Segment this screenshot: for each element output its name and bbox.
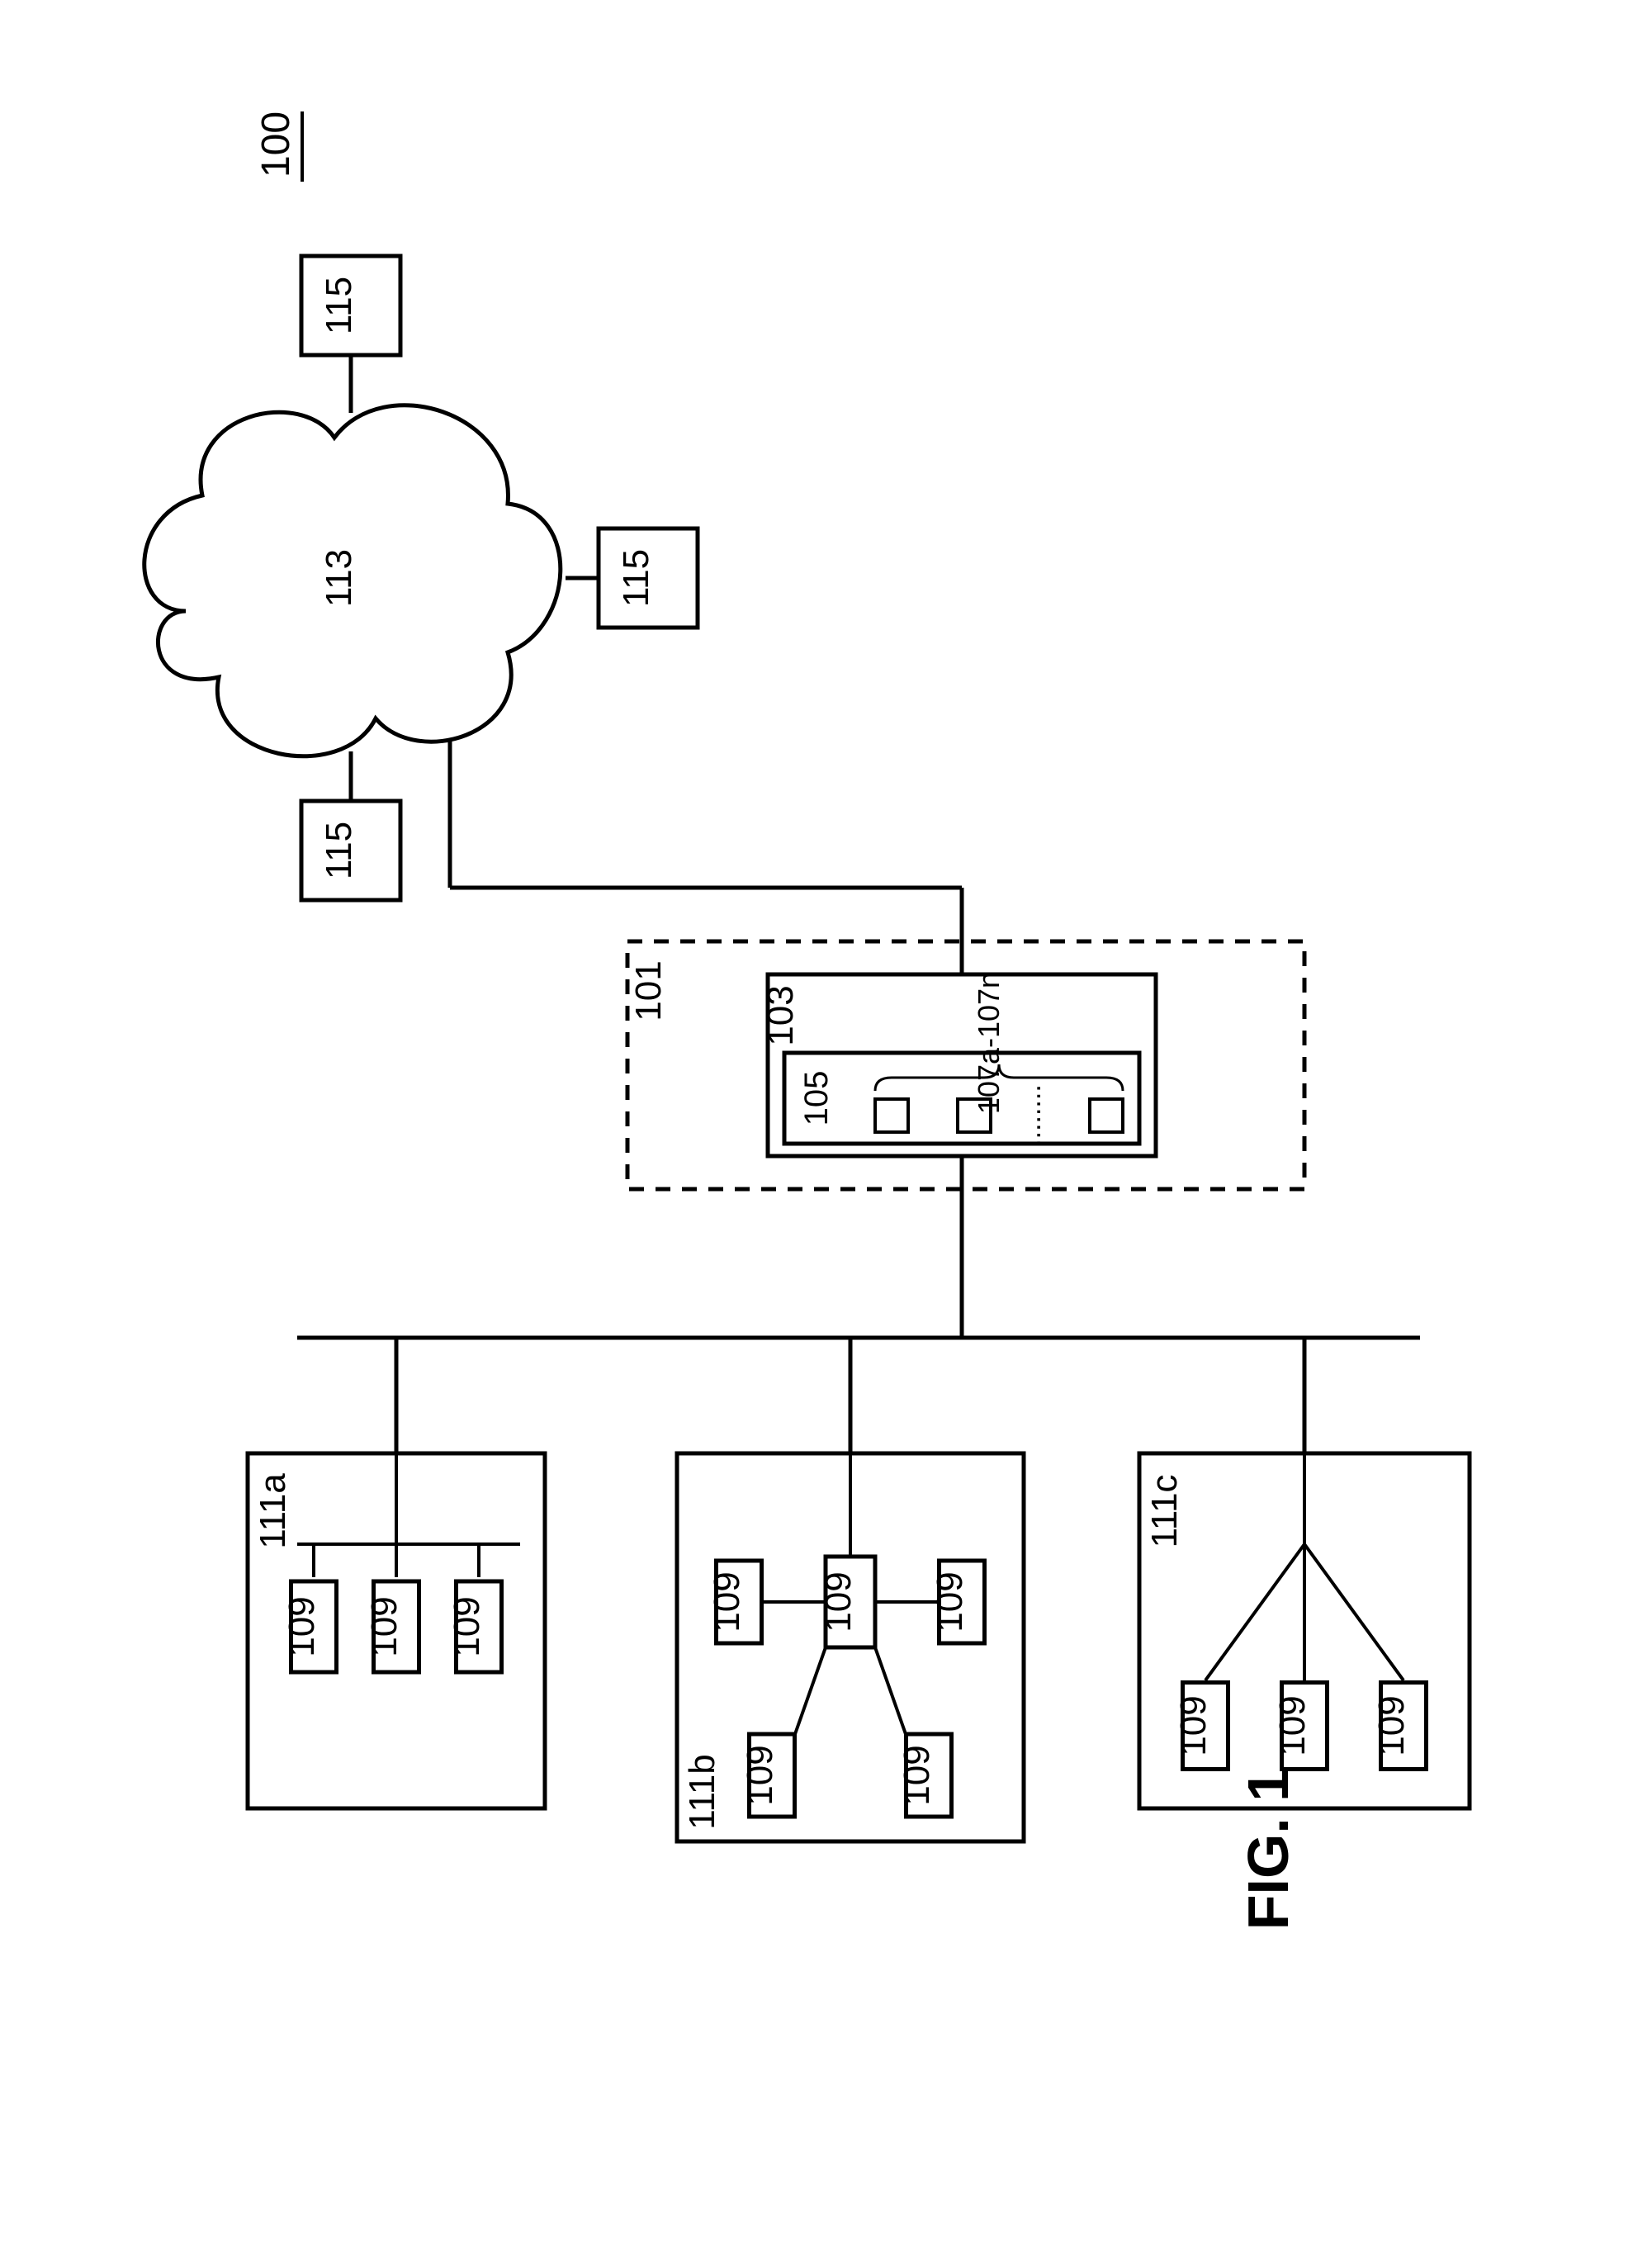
- port-0: [875, 1099, 908, 1132]
- label-111a: 111a: [253, 1473, 293, 1549]
- box-115-c-label: 115: [319, 822, 359, 879]
- box-115-b-label: 115: [616, 549, 656, 607]
- node-111a-0-label: 109: [282, 1596, 322, 1656]
- node-111b-0-label: 109: [707, 1571, 747, 1632]
- port-2: [1090, 1099, 1123, 1132]
- box-103: [768, 974, 1156, 1156]
- node-111c-1-label: 109: [1272, 1695, 1313, 1756]
- node-111a-1-label: 109: [364, 1596, 405, 1656]
- label-103: 103: [760, 985, 801, 1045]
- node-111b-3-label: 109: [897, 1745, 937, 1805]
- ports-ellipsis: ........: [1015, 1084, 1047, 1147]
- label-105: 105: [798, 1071, 835, 1126]
- system-ref-label: 100: [254, 111, 298, 178]
- figure-title: FIG. 1: [1236, 1770, 1300, 1930]
- container-101: [627, 941, 1304, 1189]
- node-111c-0-label: 109: [1173, 1695, 1214, 1756]
- label-111b: 111b: [682, 1754, 722, 1829]
- label-101: 101: [628, 960, 669, 1021]
- node-111c-2-label: 109: [1371, 1695, 1412, 1756]
- node-111b-2-label: 109: [740, 1745, 780, 1805]
- label-107: 107a-107n: [972, 972, 1006, 1114]
- label-113: 113: [319, 549, 359, 607]
- node-111a-2-label: 109: [447, 1596, 487, 1656]
- box-115-a-label: 115: [319, 277, 359, 334]
- label-111c: 111c: [1144, 1475, 1185, 1548]
